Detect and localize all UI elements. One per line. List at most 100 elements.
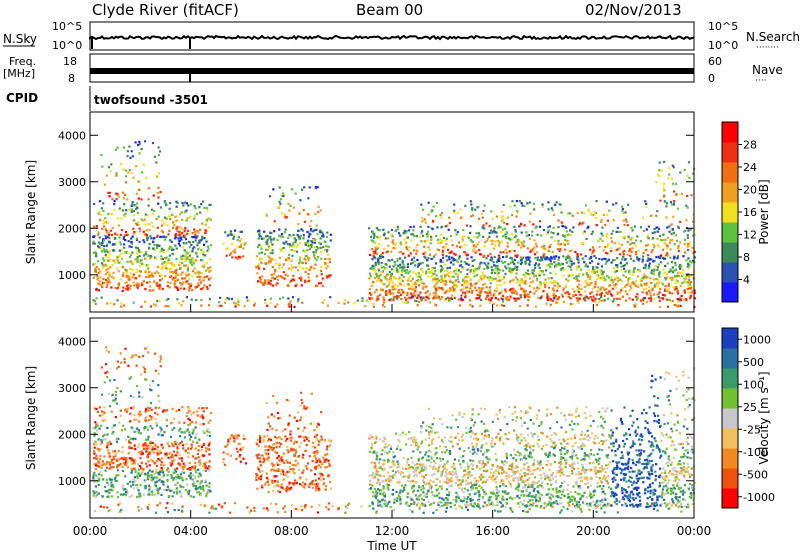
echo-cell [174, 270, 177, 273]
echo-cell [273, 469, 276, 472]
echo-cell [321, 235, 324, 238]
echo-cell [169, 239, 172, 242]
echo-cell [155, 424, 158, 427]
echo-cell [397, 291, 400, 294]
echo-cell [379, 256, 382, 259]
echo-cell [375, 280, 378, 283]
echo-cell [557, 239, 560, 243]
echo-cell [112, 277, 115, 280]
echo-cell [163, 431, 166, 434]
echo-cell [600, 220, 603, 223]
echo-cell [386, 250, 389, 253]
echo-cell [184, 234, 187, 237]
echo-cell [294, 464, 297, 467]
echo-cell [189, 495, 192, 498]
echo-cell [94, 270, 97, 273]
echo-cell [310, 469, 313, 472]
echo-cell [394, 295, 397, 298]
echo-cell [561, 295, 564, 298]
echo-cell [547, 277, 550, 280]
echo-cell [145, 234, 148, 237]
echo-cell [139, 413, 142, 416]
echo-cell [268, 437, 271, 441]
echo-cell [186, 267, 189, 270]
echo-cell [139, 465, 142, 468]
echo-cell [266, 238, 269, 241]
echo-cell [416, 496, 419, 499]
echo-cell [173, 459, 176, 462]
echo-cell [159, 250, 162, 253]
echo-cell [226, 442, 229, 445]
echo-cell [549, 243, 552, 246]
echo-cell [607, 258, 610, 261]
echo-cell [160, 445, 163, 448]
echo-cell [679, 304, 682, 307]
echo-cell [379, 235, 382, 238]
echo-cell [657, 282, 660, 285]
echo-cell [631, 236, 634, 239]
echo-cell [314, 257, 317, 260]
echo-cell [166, 224, 169, 227]
echo-cell [176, 481, 179, 484]
echo-cell [151, 470, 154, 473]
echo-cell [506, 242, 509, 245]
echo-cell [639, 283, 643, 286]
echo-cell [123, 213, 126, 217]
echo-cell [302, 234, 305, 237]
echo-cell [505, 237, 508, 240]
echo-cell [431, 274, 434, 277]
echo-cell [412, 229, 415, 232]
echo-cell [102, 222, 105, 225]
echo-cell [460, 297, 463, 300]
echo-cell [450, 239, 453, 242]
echo-cell [149, 440, 152, 443]
echo-cell [630, 250, 633, 253]
echo-cell [267, 452, 270, 455]
echo-cell [607, 243, 610, 246]
echo-cell [180, 304, 183, 307]
echo-cell [576, 212, 579, 215]
echo-cell [92, 475, 95, 478]
echo-cell [478, 265, 481, 268]
echo-cell [535, 245, 538, 248]
echo-cell [680, 294, 683, 297]
y-tick-label: 3000 [58, 176, 86, 189]
echo-cell [416, 258, 419, 262]
echo-cell [556, 297, 560, 300]
echo-cell [266, 478, 270, 481]
echo-cell [631, 229, 634, 232]
echo-cell [621, 258, 624, 261]
echo-cell [320, 273, 323, 276]
echo-cell [328, 464, 331, 467]
echo-cell [157, 172, 160, 175]
echo-cell [533, 239, 536, 242]
echo-cell [538, 274, 541, 277]
echo-cell [392, 285, 395, 288]
echo-cell [667, 282, 670, 286]
echo-cell [511, 497, 514, 500]
echo-cell [540, 283, 543, 287]
echo-cell [315, 224, 318, 227]
echo-cell [151, 490, 154, 493]
echo-cell [377, 268, 380, 271]
echo-cell [134, 476, 137, 479]
echo-cell [303, 220, 306, 223]
echo-cell [631, 247, 634, 250]
echo-cell [96, 464, 99, 467]
echo-cell [144, 257, 147, 260]
echo-cell [364, 305, 367, 308]
echo-cell [160, 277, 164, 280]
echo-cell [514, 230, 517, 233]
echo-cell [656, 243, 660, 246]
echo-cell [650, 281, 653, 284]
echo-cell [518, 225, 521, 228]
echo-cell [582, 242, 585, 245]
echo-cell [121, 289, 124, 292]
echo-cell [172, 248, 175, 251]
echo-cell [493, 255, 496, 258]
echo-cell [178, 463, 182, 466]
echo-cell [600, 286, 603, 289]
echo-cell [184, 489, 187, 492]
echo-cell [440, 216, 443, 219]
